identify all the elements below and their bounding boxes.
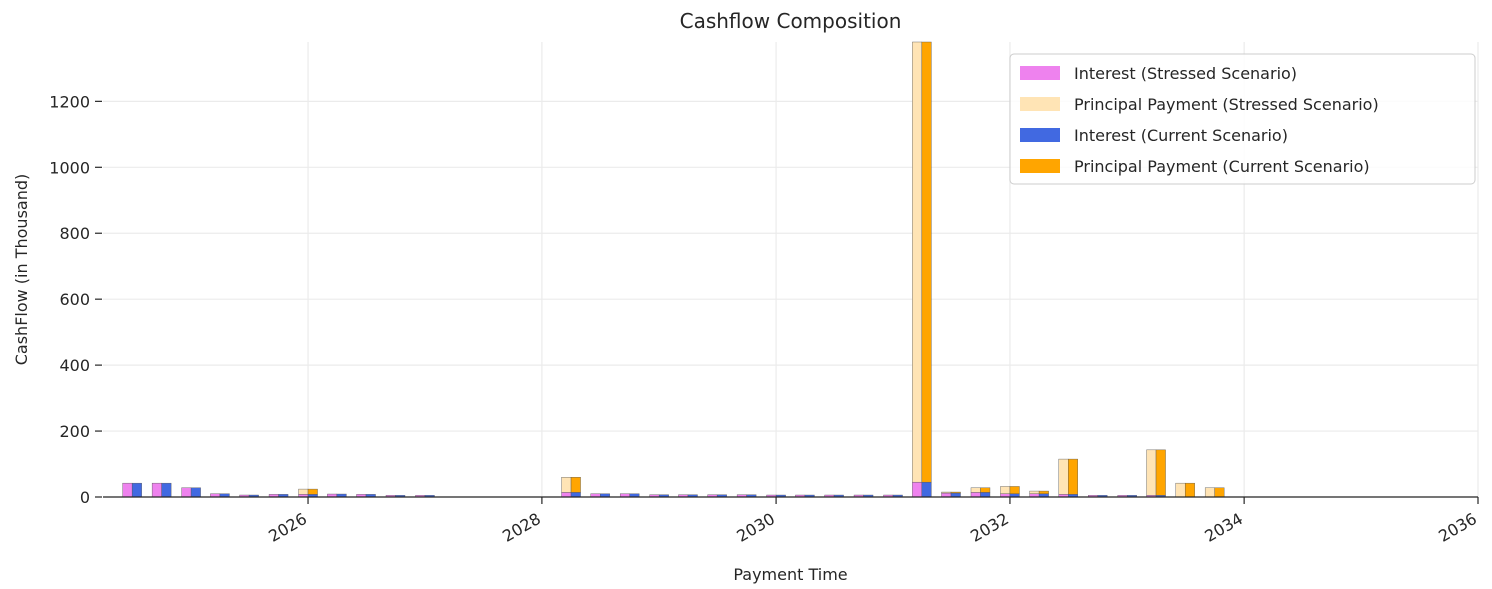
x-axis-label: Payment Time: [733, 565, 847, 584]
bar-stressed-interest: [122, 482, 133, 498]
bar-stressed-principal: [970, 487, 981, 493]
bar-current-principal: [1214, 487, 1225, 498]
bar-stressed-interest: [181, 487, 192, 498]
bar-stressed-principal: [941, 491, 952, 494]
bar-stressed-interest: [151, 482, 162, 498]
legend: Interest (Stressed Scenario) Principal Pa…: [1009, 53, 1476, 185]
y-axis-label: CashFlow (in Thousand): [12, 174, 31, 366]
bar-stressed-interest: [970, 492, 981, 498]
legend-swatch: [1020, 128, 1060, 142]
bar-current-interest: [161, 482, 172, 498]
legend-label: Principal Payment (Stressed Scenario): [1074, 95, 1379, 114]
x-tick-label: 2032: [967, 509, 1012, 546]
chart-title: Cashflow Composition: [680, 9, 902, 33]
bar-stressed-interest: [912, 481, 923, 498]
bar-current-principal: [1068, 458, 1078, 495]
bar-current-principal: [921, 41, 932, 483]
bar-current-interest: [570, 492, 581, 498]
bar-current-principal: [980, 487, 991, 493]
x-tick-label: 2036: [1435, 509, 1480, 546]
bar-stressed-principal: [1146, 449, 1157, 496]
bar-current-principal: [1184, 482, 1195, 498]
bar-current-principal: [1038, 490, 1049, 494]
x-tick-label: 2026: [265, 509, 310, 546]
legend-swatch: [1020, 97, 1060, 111]
bar-stressed-principal: [1175, 482, 1186, 498]
legend-swatch: [1020, 66, 1060, 80]
y-tick-label: 200: [59, 422, 90, 441]
y-tick-label: 400: [59, 356, 90, 375]
bar-stressed-principal: [1029, 490, 1040, 494]
y-tick-label: 600: [59, 290, 90, 309]
bar-current-interest: [190, 487, 201, 498]
bar-current-principal: [1155, 449, 1166, 496]
bar-stressed-principal: [1058, 458, 1069, 495]
bar-stressed-principal: [1204, 487, 1215, 498]
y-tick-label: 0: [80, 488, 90, 507]
bar-stressed-interest: [561, 492, 572, 498]
y-tick-label: 800: [59, 224, 90, 243]
x-tick-label: 2028: [499, 509, 544, 546]
bar-stressed-principal: [298, 488, 309, 495]
legend-label: Principal Payment (Current Scenario): [1074, 157, 1370, 176]
x-tick-label: 2034: [1201, 509, 1246, 546]
x-tick-label: 2030: [733, 509, 778, 546]
legend-label: Interest (Current Scenario): [1074, 126, 1288, 145]
bar-current-principal: [1009, 486, 1020, 494]
legend-frame: [1009, 53, 1476, 185]
y-tick-label: 1000: [49, 158, 90, 177]
bar-stressed-principal: [561, 477, 572, 493]
bar-current-principal: [950, 491, 961, 494]
bar-stressed-principal: [912, 41, 923, 483]
legend-label: Interest (Stressed Scenario): [1074, 64, 1297, 83]
bar-current-interest: [980, 492, 991, 498]
bar-stressed-principal: [1000, 486, 1011, 494]
bar-current-principal: [570, 477, 581, 493]
bar-current-principal: [307, 488, 318, 495]
bar-current-interest: [921, 481, 932, 498]
bar-current-interest: [131, 482, 142, 498]
y-tick-label: 1200: [49, 92, 90, 111]
legend-swatch: [1020, 159, 1060, 173]
